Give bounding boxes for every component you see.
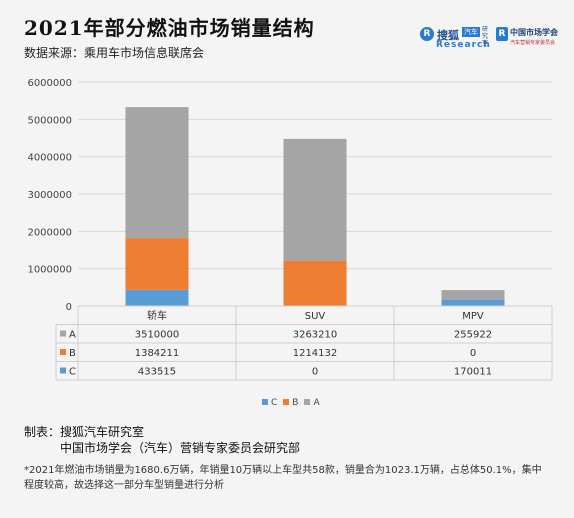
y-tick-label: 6000000 — [27, 78, 72, 89]
bar-segment-A — [125, 107, 189, 239]
table-row-label: C — [69, 367, 76, 378]
chart-title: 2021年部分燃油市场销量结构 — [24, 16, 315, 40]
table-cell-value: 0 — [470, 348, 476, 359]
table-cell-value: 433515 — [138, 367, 176, 378]
bar-segment-C — [441, 299, 505, 306]
china-marketing-association-logo: R 中国市场学会 汽车营销专家委员会 — [496, 26, 568, 50]
sohu-logo-icon: R — [420, 27, 434, 41]
sohu-research-logo: R 搜狐 汽车 Research 研究室 — [420, 26, 490, 50]
table-cell-value: 3263210 — [293, 330, 338, 341]
table-cell-value: 3510000 — [135, 330, 180, 341]
table-legend-swatch — [60, 349, 66, 355]
table-row-label: B — [69, 348, 76, 359]
legend-item-C: C — [262, 398, 277, 408]
bar-segment-A — [441, 290, 505, 300]
legend-item-A: A — [304, 398, 320, 408]
legend-swatch — [304, 399, 311, 405]
table-maker: 制表：搜狐汽车研究室 中国市场学会（汽车）营销专家委员会研究部 — [24, 425, 301, 455]
cma-logo-icon: R — [496, 27, 508, 41]
table-legend-swatch — [60, 330, 66, 337]
y-tick-label: 3000000 — [27, 190, 72, 201]
bar-segment-B — [283, 260, 347, 306]
data-source: 数据来源：乘用车市场信息联席会 — [24, 46, 205, 60]
legend-item-B: B — [283, 398, 298, 408]
y-tick-label: 0 — [66, 302, 72, 313]
table-cell-value: 1384211 — [135, 348, 180, 359]
x-category-label: SUV — [305, 311, 326, 322]
legend-swatch — [283, 399, 290, 405]
table-legend-swatch — [60, 367, 66, 374]
legend-label: B — [292, 398, 299, 408]
bar-segment-A — [283, 138, 347, 261]
table-cell-value: 0 — [312, 367, 318, 378]
legend-swatch — [262, 399, 268, 405]
table-cell-value: 255922 — [454, 330, 492, 341]
bar-segment-C — [125, 289, 189, 306]
y-tick-label: 2000000 — [27, 227, 72, 238]
y-tick-label: 5000000 — [27, 115, 72, 126]
legend-label: A — [313, 398, 320, 408]
footnote: *2021年燃油市场销量为1680.6万辆，年销量10万辆以上车型共58款，销量… — [24, 465, 542, 491]
y-tick-label: 4000000 — [27, 153, 72, 164]
table-cell-value: 170011 — [454, 367, 492, 378]
x-category-label: 轿车 — [147, 309, 167, 322]
bar-segment-B — [125, 238, 189, 290]
y-tick-label: 1000000 — [27, 265, 72, 276]
legend-label: C — [271, 398, 278, 408]
table-row-label: A — [69, 330, 76, 341]
x-category-label: MPV — [462, 311, 484, 322]
stacked-bar-chart: 0 1000000 2000000 3000000 4000000 5000000 6000… — [27, 78, 553, 381]
table-cell-value: 1214132 — [293, 348, 338, 359]
